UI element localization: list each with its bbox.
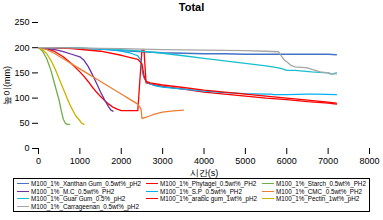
svg-text:시간(s): 시간(s) — [190, 168, 219, 178]
svg-text:7000: 7000 — [318, 156, 338, 166]
html-text:M100_1%_Phytagel_0.5wt%_PH2: M100_1%_Phytagel_0.5wt%_PH2 — [160, 180, 257, 187]
svg-text:0: 0 — [36, 156, 41, 166]
svg-text:50: 50 — [19, 118, 29, 128]
svg-text:150: 150 — [14, 68, 29, 78]
svg-text:0: 0 — [24, 143, 29, 153]
svg-text:5000: 5000 — [235, 156, 255, 166]
svg-text:2000: 2000 — [111, 156, 131, 166]
html-text:M100_1%_S.P_0.5wt%_PH2: M100_1%_S.P_0.5wt%_PH2 — [160, 187, 242, 195]
svg-text:250: 250 — [14, 17, 29, 27]
html-text:M100_1%_CMC_0.5wt%_PH2: M100_1%_CMC_0.5wt%_PH2 — [276, 187, 363, 195]
svg-text:4000: 4000 — [194, 156, 214, 166]
svg-text:3000: 3000 — [153, 156, 173, 166]
svg-text:높이(mm): 높이(mm) — [2, 66, 12, 105]
html-text:M100_1%_Carrageenan_0.5wt%_pH2: M100_1%_Carrageenan_0.5wt%_pH2 — [31, 202, 139, 210]
svg-text:200: 200 — [14, 43, 29, 53]
html-text:M100_1%_arabic gum_1wt%_pH2: M100_1%_arabic gum_1wt%_pH2 — [160, 195, 257, 202]
html-text:M100_1%_Guar Gum_0.5%_pH2: M100_1%_Guar Gum_0.5%_pH2 — [31, 195, 126, 202]
html-text:M100_1%_Xanthan Gum_0.5wt%_pH2: M100_1%_Xanthan Gum_0.5wt%_pH2 — [31, 180, 141, 187]
html-text:M100_1%_M.C_0.5wt%_PH2: M100_1%_M.C_0.5wt%_PH2 — [31, 187, 115, 195]
html-text:M100_1%_Starch_0.5wt%_PH2: M100_1%_Starch_0.5wt%_PH2 — [276, 180, 366, 187]
svg-text:1000: 1000 — [70, 156, 90, 166]
html-text:M100_1%_Pectin_1wt%_pH2: M100_1%_Pectin_1wt%_pH2 — [276, 195, 360, 202]
svg-text:100: 100 — [14, 93, 29, 103]
svg-text:8000: 8000 — [359, 156, 379, 166]
svg-text:6000: 6000 — [277, 156, 297, 166]
html-text:Total: Total — [178, 1, 205, 13]
